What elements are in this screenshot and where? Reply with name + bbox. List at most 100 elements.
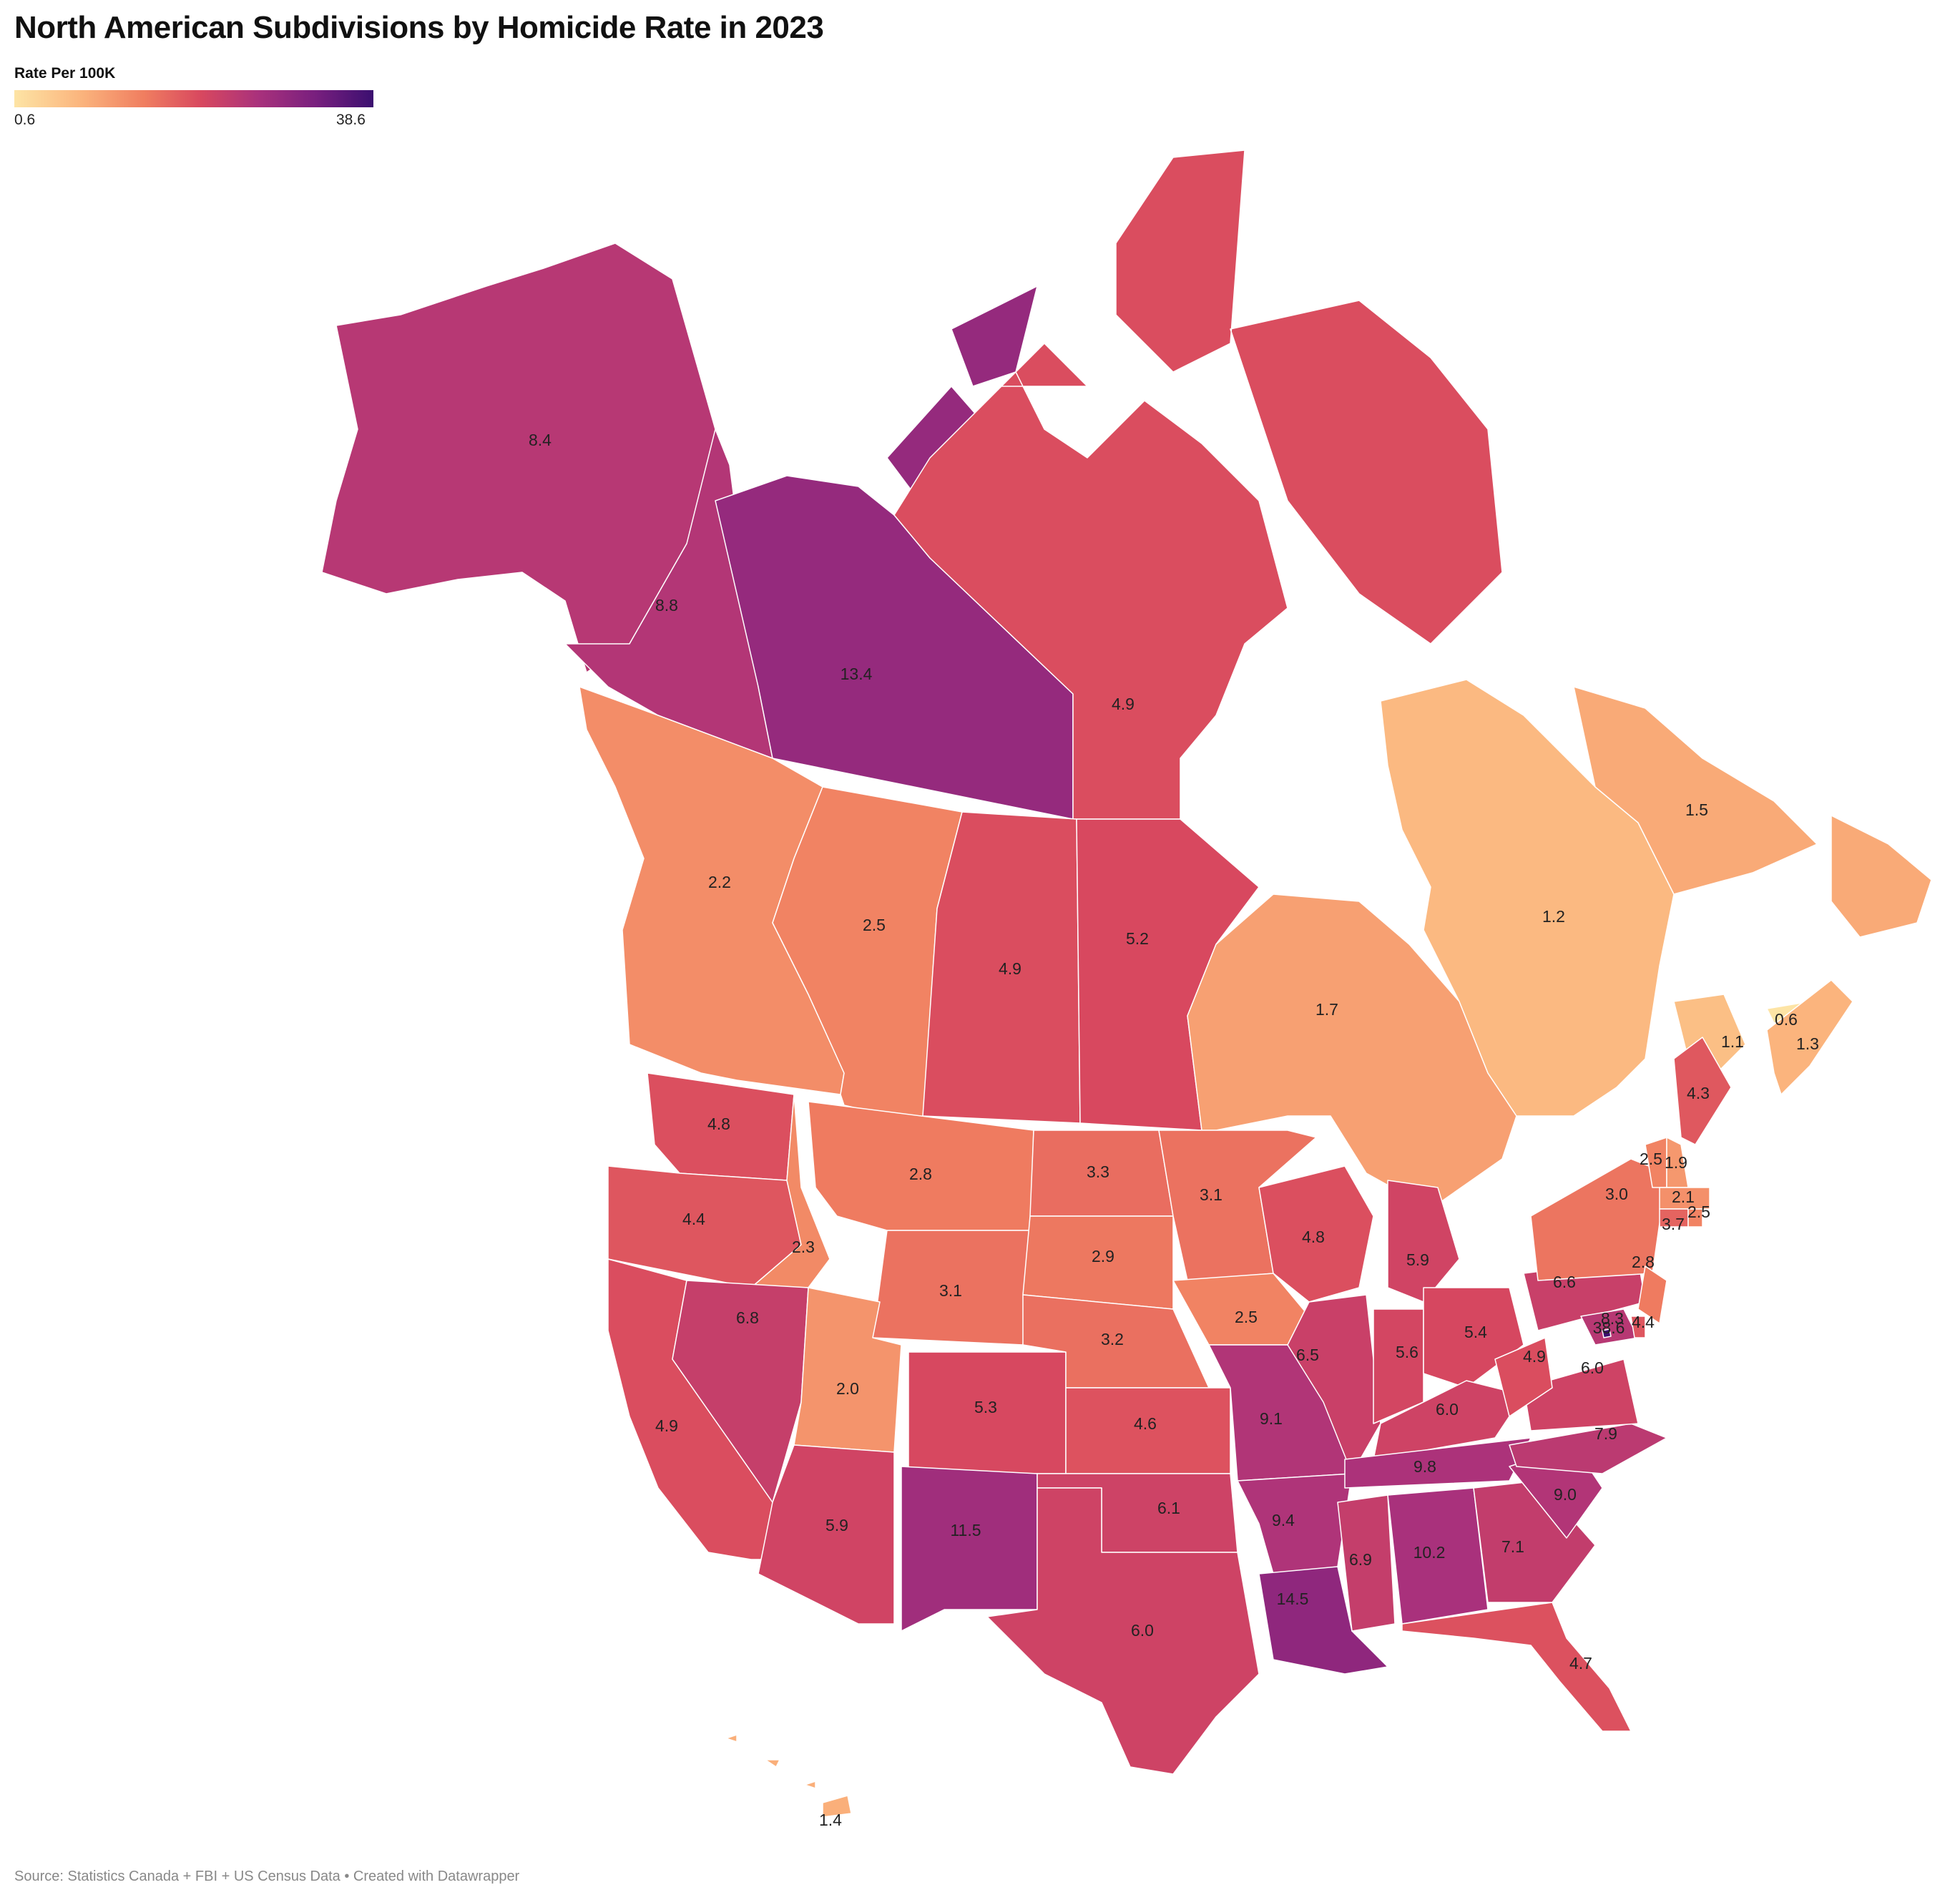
region-label-ia: 2.5 bbox=[1235, 1308, 1258, 1326]
region-label-nl: 1.5 bbox=[1685, 800, 1708, 819]
region-ar[interactable] bbox=[1237, 1473, 1353, 1575]
region-label-az: 5.9 bbox=[825, 1516, 848, 1534]
region-label-nc: 7.9 bbox=[1594, 1424, 1617, 1443]
region-label-yt: 8.8 bbox=[655, 596, 678, 614]
region-label-me: 4.3 bbox=[1687, 1084, 1710, 1102]
region-wv[interactable] bbox=[1494, 1337, 1553, 1417]
source-credit: Source: Statistics Canada + FBI + US Cen… bbox=[14, 1869, 520, 1884]
region-label-co: 5.3 bbox=[974, 1398, 997, 1416]
region-label-fl: 4.7 bbox=[1569, 1654, 1592, 1673]
region-label-va: 6.0 bbox=[1581, 1358, 1604, 1377]
region-label-sk: 4.9 bbox=[999, 959, 1021, 978]
region-va[interactable] bbox=[1523, 1358, 1639, 1431]
region-ms[interactable] bbox=[1337, 1494, 1396, 1632]
region-label-la: 14.5 bbox=[1277, 1590, 1309, 1608]
region-label-md: 8.3 bbox=[1601, 1309, 1624, 1328]
region-tx[interactable] bbox=[986, 1487, 1260, 1775]
region-dc[interactable] bbox=[1602, 1328, 1612, 1338]
region-label-in: 5.6 bbox=[1396, 1343, 1418, 1361]
region-label-wv: 4.9 bbox=[1523, 1347, 1546, 1366]
region-label-oh: 5.4 bbox=[1464, 1323, 1487, 1341]
region-label-mt: 2.8 bbox=[909, 1165, 932, 1183]
region-label-ct: 3.7 bbox=[1662, 1215, 1685, 1233]
region-label-ga: 7.1 bbox=[1501, 1537, 1524, 1556]
region-fl[interactable] bbox=[1401, 1602, 1632, 1732]
region-label-ok: 6.1 bbox=[1157, 1499, 1180, 1517]
region-label-ms: 6.9 bbox=[1349, 1550, 1372, 1569]
region-label-dc: 38.6 bbox=[1593, 1318, 1625, 1337]
legend-max-label: 38.6 bbox=[336, 112, 366, 128]
region-label-vt: 2.5 bbox=[1640, 1150, 1662, 1168]
region-label-or: 4.4 bbox=[682, 1210, 705, 1228]
region-de[interactable] bbox=[1630, 1316, 1646, 1338]
region-label-tn: 9.8 bbox=[1413, 1457, 1436, 1476]
region-tn[interactable] bbox=[1344, 1437, 1532, 1489]
region-me[interactable] bbox=[1673, 1037, 1732, 1145]
region-nj[interactable] bbox=[1637, 1265, 1667, 1324]
region-label-hi: 1.4 bbox=[819, 1811, 842, 1829]
region-ut[interactable] bbox=[793, 1287, 902, 1453]
legend-title: Rate Per 100K bbox=[14, 65, 116, 82]
region-label-tx: 6.0 bbox=[1131, 1621, 1154, 1640]
region-label-ks: 4.6 bbox=[1134, 1414, 1157, 1433]
region-la[interactable] bbox=[1258, 1566, 1388, 1675]
region-label-nv: 6.8 bbox=[736, 1308, 759, 1327]
region-on[interactable] bbox=[1187, 893, 1517, 1210]
region-ns[interactable] bbox=[1766, 979, 1853, 1095]
region-label-mn: 3.1 bbox=[1200, 1185, 1222, 1204]
region-label-nh: 1.9 bbox=[1665, 1153, 1687, 1172]
region-label-ca: 4.9 bbox=[655, 1416, 678, 1435]
region-label-bc: 2.2 bbox=[708, 873, 731, 891]
region-nu[interactable] bbox=[893, 150, 1503, 820]
region-label-nt: 13.4 bbox=[841, 665, 873, 683]
region-ri[interactable] bbox=[1687, 1208, 1703, 1228]
region-sk[interactable] bbox=[922, 811, 1081, 1124]
region-mi[interactable] bbox=[1387, 1180, 1460, 1303]
region-label-on: 1.7 bbox=[1315, 1000, 1338, 1019]
region-label-ma: 2.1 bbox=[1672, 1188, 1695, 1206]
region-label-al: 10.2 bbox=[1413, 1543, 1446, 1562]
region-label-sd: 2.9 bbox=[1092, 1247, 1114, 1265]
region-label-pa: 6.6 bbox=[1553, 1273, 1576, 1291]
legend-min-label: 0.6 bbox=[14, 112, 36, 128]
region-label-il: 6.5 bbox=[1296, 1346, 1319, 1364]
region-label-wa: 4.8 bbox=[707, 1115, 730, 1133]
region-nm[interactable] bbox=[901, 1466, 1038, 1632]
region-nc[interactable] bbox=[1509, 1423, 1667, 1474]
region-qc[interactable] bbox=[1380, 679, 1675, 1117]
region-az[interactable] bbox=[758, 1444, 895, 1625]
region-label-ri: 2.5 bbox=[1687, 1203, 1710, 1221]
region-label-nj: 2.8 bbox=[1632, 1253, 1655, 1271]
region-nl[interactable] bbox=[1573, 686, 1932, 938]
region-label-ab: 2.5 bbox=[863, 916, 886, 934]
region-label-ut: 2.0 bbox=[836, 1379, 859, 1398]
legend-color-scale bbox=[14, 90, 373, 107]
region-label-wi: 4.8 bbox=[1302, 1228, 1325, 1246]
region-nv[interactable] bbox=[672, 1280, 809, 1503]
region-hi[interactable] bbox=[725, 1734, 852, 1818]
region-label-nb: 1.1 bbox=[1721, 1032, 1744, 1051]
region-label-nu: 4.9 bbox=[1112, 695, 1135, 713]
region-label-wy: 3.1 bbox=[939, 1281, 962, 1300]
region-label-de: 4.4 bbox=[1632, 1313, 1655, 1331]
region-wi[interactable] bbox=[1258, 1165, 1374, 1303]
region-label-id: 2.3 bbox=[792, 1238, 815, 1256]
region-label-mb: 5.2 bbox=[1126, 929, 1149, 948]
region-al[interactable] bbox=[1387, 1487, 1489, 1625]
map-title: North American Subdivisions by Homicide … bbox=[14, 10, 824, 45]
region-label-mi: 5.9 bbox=[1406, 1250, 1429, 1269]
region-label-qc: 1.2 bbox=[1542, 907, 1565, 926]
region-label-ar: 9.4 bbox=[1272, 1511, 1295, 1529]
region-label-nm: 11.5 bbox=[950, 1521, 981, 1539]
region-label-ak: 8.4 bbox=[529, 431, 552, 449]
region-ma[interactable] bbox=[1659, 1187, 1710, 1210]
region-label-sc: 9.0 bbox=[1554, 1485, 1577, 1504]
region-label-mo: 9.1 bbox=[1260, 1409, 1283, 1428]
region-label-ny: 3.0 bbox=[1605, 1185, 1628, 1203]
region-label-ne: 3.2 bbox=[1101, 1330, 1124, 1348]
region-label-nd: 3.3 bbox=[1087, 1162, 1109, 1181]
region-label-ns: 1.3 bbox=[1796, 1034, 1819, 1053]
region-label-ky: 6.0 bbox=[1436, 1400, 1459, 1419]
region-label-pe: 0.6 bbox=[1775, 1010, 1798, 1029]
